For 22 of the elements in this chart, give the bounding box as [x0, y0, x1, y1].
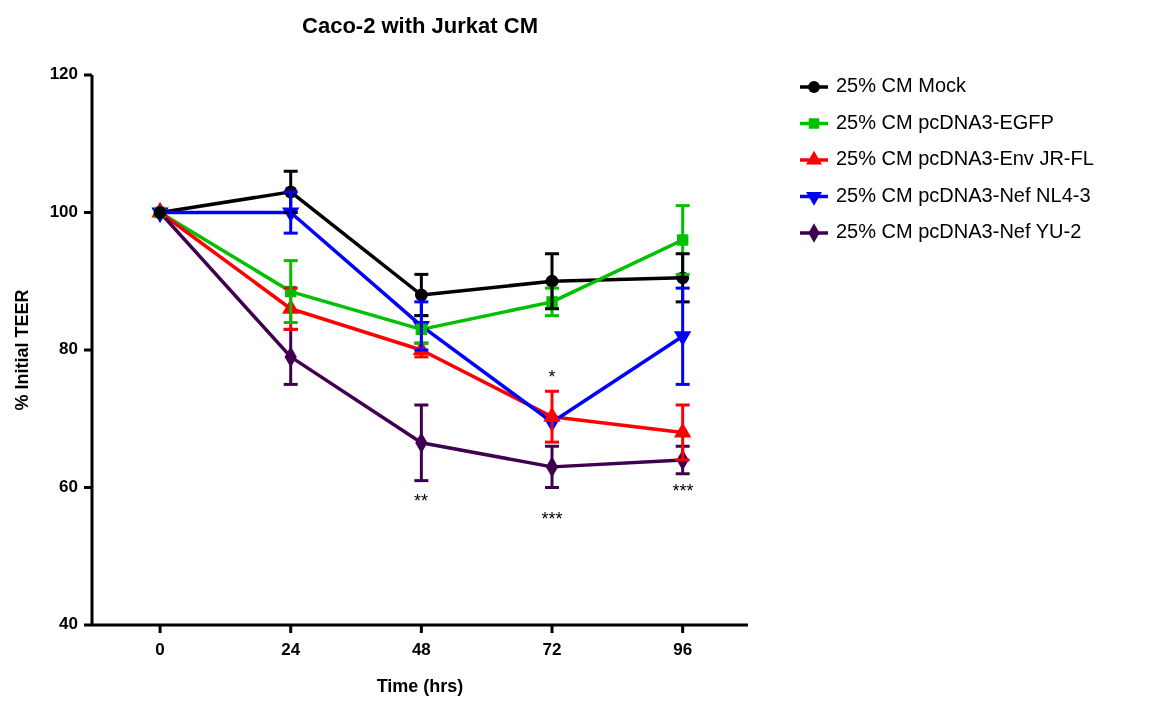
- y-tick-label: 60: [59, 476, 78, 496]
- legend-label: 25% CM pcDNA3-EGFP: [836, 110, 1054, 133]
- y-tick-label: 120: [49, 64, 78, 84]
- annotation: ***: [672, 480, 694, 501]
- x-tick-label: 24: [281, 640, 301, 659]
- y-tick-label: 40: [59, 614, 78, 634]
- legend-label: 25% CM pcDNA3-Nef NL4-3: [836, 183, 1091, 206]
- legend-label: 25% CM pcDNA3-Env JR-FL: [836, 147, 1094, 170]
- x-tick-label: 0: [155, 640, 165, 659]
- y-axis-title: % Initial TEER: [12, 289, 32, 411]
- annotation: **: [413, 490, 429, 511]
- legend-label: 25% CM Mock: [836, 74, 968, 97]
- x-axis-title: Time (hrs): [376, 676, 464, 696]
- annotation: *: [548, 366, 556, 387]
- x-tick-label: 96: [673, 640, 693, 659]
- x-tick-label: 72: [542, 640, 562, 659]
- legend-label: 25% CM pcDNA3-Nef YU-2: [836, 220, 1082, 243]
- annotation: ***: [541, 508, 563, 529]
- x-tick-label: 48: [411, 640, 431, 659]
- chart-title: Caco-2 with Jurkat CM: [302, 13, 538, 38]
- y-tick-label: 100: [49, 201, 78, 221]
- y-tick-label: 80: [59, 339, 78, 359]
